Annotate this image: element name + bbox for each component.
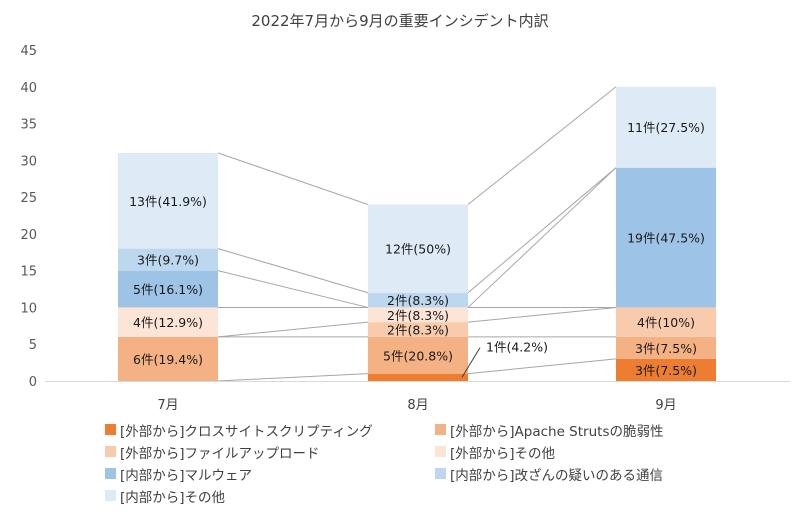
legend-swatch: [105, 490, 116, 501]
data-label: 2件(8.3%): [387, 308, 449, 323]
y-tick-label: 25: [20, 191, 37, 206]
data-label: 12件(50%): [385, 242, 451, 257]
chart-title: 2022年7月から9月の重要インシデント内訳: [251, 12, 549, 30]
series-line: [467, 86, 617, 205]
bar-segment: [368, 204, 468, 293]
legend-item: [外部から]ファイルアップロード: [105, 442, 435, 462]
bar-segment: [616, 307, 716, 337]
bar-segment: [368, 373, 468, 381]
bar-segment: [616, 358, 716, 381]
legend-label: [外部から]クロスサイトスクリプティング: [120, 423, 373, 440]
bar-segment: [616, 167, 716, 308]
legend-item: [外部から]その他: [435, 442, 765, 462]
leader-line: [461, 347, 481, 378]
bar-segment: [368, 336, 468, 374]
data-label: 5件(20.8%): [383, 348, 453, 363]
legend-label: [内部から]マルウェア: [120, 467, 253, 484]
legend: [外部から]クロスサイトスクリプティング [外部から]Apache Strutsの…: [105, 420, 765, 506]
data-label: 2件(8.3%): [387, 293, 449, 308]
bar-segment: [118, 152, 218, 249]
y-tick-label: 40: [20, 81, 37, 96]
stacked-bar-chart: 0 5 10 15 20 25 30 35 40 45 7月 8月 9月 1件(4.2%) 3件(7.5%)…: [20, 44, 790, 413]
y-tick-label: 20: [20, 228, 37, 243]
legend-item: [内部から]マルウェア: [105, 464, 435, 484]
data-label: 19件(47.5%): [627, 231, 705, 246]
y-tick-label: 45: [20, 44, 37, 59]
legend-swatch: [435, 446, 446, 457]
data-label: 1件(4.2%): [486, 340, 548, 355]
series-line: [217, 373, 369, 382]
bar-segment: [118, 307, 218, 337]
data-label: 11件(27.5%): [627, 120, 705, 135]
y-tick-label: 35: [20, 118, 37, 133]
y-tick-label: 0: [29, 375, 37, 390]
category-label: 8月: [407, 398, 428, 413]
legend-label: [内部から]その他: [120, 489, 226, 506]
bar-segment: [118, 336, 218, 381]
data-label: 2件(8.3%): [387, 323, 449, 338]
series-line: [467, 358, 617, 375]
data-label: 3件(9.7%): [137, 253, 199, 268]
series-line: [217, 321, 369, 338]
bar-segment: [368, 292, 468, 308]
series-line: [217, 152, 369, 205]
data-label: 4件(10%): [637, 315, 695, 330]
y-tick-label: 30: [20, 154, 37, 169]
series-line: [467, 167, 617, 294]
data-label: 3件(7.5%): [635, 341, 697, 356]
series-line: [467, 167, 617, 308]
data-label: 13件(41.9%): [129, 194, 207, 209]
data-label: 6件(19.4%): [133, 352, 203, 367]
legend-swatch: [105, 424, 116, 435]
category-label: 7月: [157, 398, 178, 413]
legend-swatch: [105, 446, 116, 457]
bar-segment: [118, 270, 218, 308]
bar-segment: [118, 248, 218, 271]
y-tick-label: 10: [20, 301, 37, 316]
legend-swatch: [105, 468, 116, 479]
bar-segment: [616, 86, 716, 168]
bar-segment: [368, 322, 468, 337]
legend-label: [外部から]Apache Strutsの脆弱性: [450, 423, 664, 440]
data-label: 5件(16.1%): [133, 282, 203, 297]
bar-segment: [368, 307, 468, 323]
y-tick-label: 5: [29, 338, 37, 353]
legend-label: [外部から]その他: [450, 445, 556, 462]
series-line: [217, 270, 369, 308]
legend-swatch: [435, 424, 446, 435]
data-label: 4件(12.9%): [133, 315, 203, 330]
series-line: [467, 306, 617, 323]
legend-swatch: [435, 468, 446, 479]
legend-item: [内部から]その他: [105, 486, 435, 506]
legend-item: [内部から]改ざんの疑いのある通信: [435, 464, 765, 484]
legend-label: [外部から]ファイルアップロード: [120, 445, 320, 462]
legend-item: [外部から]Apache Strutsの脆弱性: [435, 420, 765, 440]
series-line: [217, 248, 369, 294]
category-label: 9月: [655, 398, 676, 413]
data-label: 3件(7.5%): [635, 363, 697, 378]
legend-item: [外部から]クロスサイトスクリプティング: [105, 420, 435, 440]
bar-segment: [616, 336, 716, 359]
y-tick-label: 15: [20, 265, 37, 280]
legend-label: [内部から]改ざんの疑いのある通信: [450, 467, 664, 484]
